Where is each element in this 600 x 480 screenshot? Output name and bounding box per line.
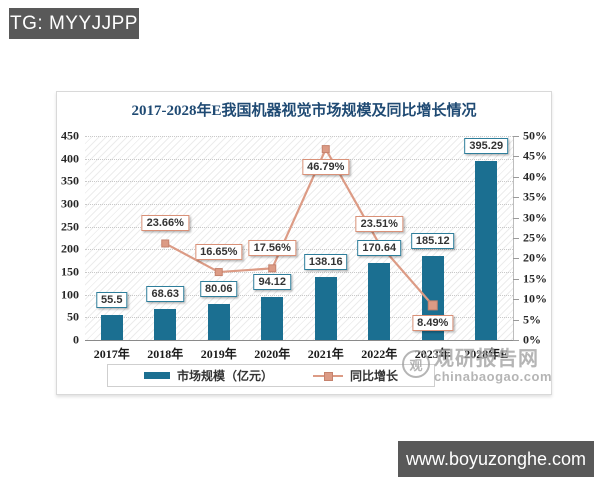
bar-value-label: 138.16 bbox=[303, 254, 348, 271]
right-axis-tick bbox=[513, 299, 519, 301]
x-axis-label: 2019年 bbox=[200, 347, 237, 361]
right-axis-tick-label: 50% bbox=[523, 128, 547, 143]
left-axis-tick-label: 450 bbox=[61, 128, 79, 143]
growth-value-label: 23.51% bbox=[355, 216, 403, 233]
left-axis-tick-label: 200 bbox=[61, 241, 79, 256]
right-axis-tick-label: 5% bbox=[523, 312, 541, 327]
top-left-tag: TG: MYYJJPP bbox=[9, 8, 139, 39]
watermark-domain: chinabaogao.com bbox=[434, 369, 553, 384]
right-axis-tick-label: 20% bbox=[523, 250, 547, 265]
right-axis-tick-label: 30% bbox=[523, 210, 547, 225]
bar bbox=[475, 160, 498, 340]
x-axis-label: 2021年 bbox=[307, 347, 344, 361]
bottom-site-label: www.boyuzonghe.com bbox=[405, 448, 587, 469]
line-series-swatch-icon bbox=[313, 371, 343, 381]
right-axis-tick bbox=[513, 197, 519, 199]
bar bbox=[154, 308, 177, 340]
left-axis-tick-label: 0 bbox=[73, 332, 79, 347]
bar bbox=[261, 297, 284, 340]
legend-label-growth: 同比增长 bbox=[350, 369, 399, 383]
growth-value-label: 8.49% bbox=[412, 315, 454, 332]
right-axis-tick bbox=[513, 136, 519, 137]
bar-value-label: 395.29 bbox=[464, 137, 509, 154]
right-axis-tick-label: 25% bbox=[523, 230, 547, 245]
right-axis-tick bbox=[513, 156, 519, 158]
growth-value-label: 46.79% bbox=[302, 159, 350, 176]
legend-label-market-size: 市场规模（亿元） bbox=[176, 369, 273, 383]
right-axis-tick bbox=[513, 278, 519, 280]
right-axis-tick-label: 35% bbox=[523, 189, 547, 204]
bottom-site-bar: www.boyuzonghe.com bbox=[398, 441, 594, 477]
bar-value-label: 170.64 bbox=[357, 239, 402, 256]
right-axis-tick-label: 10% bbox=[523, 291, 547, 306]
bar-value-label: 80.06 bbox=[199, 280, 238, 297]
right-axis-tick bbox=[513, 258, 519, 260]
left-axis-tick-label: 400 bbox=[61, 151, 79, 166]
bar-value-label: 68.63 bbox=[146, 285, 185, 302]
x-axis-label: 2028年E bbox=[464, 347, 509, 361]
bar-series-swatch-icon bbox=[143, 372, 170, 379]
gridline bbox=[85, 340, 513, 341]
gridline bbox=[85, 204, 513, 205]
right-axis-tick-label: 15% bbox=[523, 271, 547, 286]
growth-value-label: 17.56% bbox=[248, 240, 296, 257]
right-axis-tick bbox=[513, 340, 519, 341]
left-axis-tick-label: 250 bbox=[61, 219, 79, 234]
right-axis-tick-label: 0% bbox=[523, 332, 541, 347]
gridline bbox=[85, 181, 513, 183]
left-axis-tick-label: 100 bbox=[61, 287, 79, 302]
gridline bbox=[85, 136, 513, 137]
right-axis-tick bbox=[513, 176, 519, 178]
right-axis-tick bbox=[513, 319, 519, 321]
chart-title: 2017-2028年E我国机器视觉市场规模及同比增长情况 bbox=[131, 103, 477, 119]
legend-item-market-size: 市场规模（亿元） bbox=[143, 367, 273, 384]
right-axis-tick bbox=[513, 217, 519, 219]
gridline bbox=[85, 158, 513, 160]
x-axis-label: 2017年 bbox=[93, 347, 130, 361]
left-axis-tick-label: 150 bbox=[61, 264, 79, 279]
left-axis-tick-label: 300 bbox=[61, 196, 79, 211]
bar-value-label: 94.12 bbox=[253, 274, 292, 291]
watermark-brand: 观研报告网 bbox=[434, 348, 539, 370]
bar bbox=[368, 262, 391, 340]
bar bbox=[314, 277, 337, 340]
left-axis-tick-label: 350 bbox=[61, 173, 79, 188]
gridline bbox=[85, 272, 513, 273]
right-axis-tick-label: 40% bbox=[523, 169, 547, 184]
bar bbox=[100, 314, 123, 340]
x-axis-label: 2022年 bbox=[361, 347, 398, 361]
bar bbox=[207, 303, 230, 340]
left-axis-tick-label: 50 bbox=[67, 309, 79, 324]
bar-value-label: 185.12 bbox=[410, 233, 455, 250]
gridline bbox=[85, 317, 513, 319]
growth-value-label: 16.65% bbox=[195, 244, 243, 261]
legend-item-growth: 同比增长 bbox=[313, 367, 398, 384]
x-axis-label: 2018年 bbox=[147, 347, 184, 361]
top-left-tag-label: TG: MYYJJPP bbox=[10, 12, 138, 34]
growth-value-label: 23.66% bbox=[141, 215, 189, 232]
x-axis-label: 2020年 bbox=[254, 347, 291, 361]
right-axis-tick bbox=[513, 238, 519, 239]
gridline bbox=[85, 249, 513, 251]
bar-value-label: 55.5 bbox=[96, 291, 128, 308]
watermark: 观 观研报告网 chinabaogao.com bbox=[402, 348, 552, 383]
chart-legend: 市场规模（亿元） 同比增长 bbox=[107, 364, 435, 387]
right-axis-tick-label: 45% bbox=[523, 148, 547, 163]
watermark-logo-icon: 观 bbox=[402, 350, 430, 378]
